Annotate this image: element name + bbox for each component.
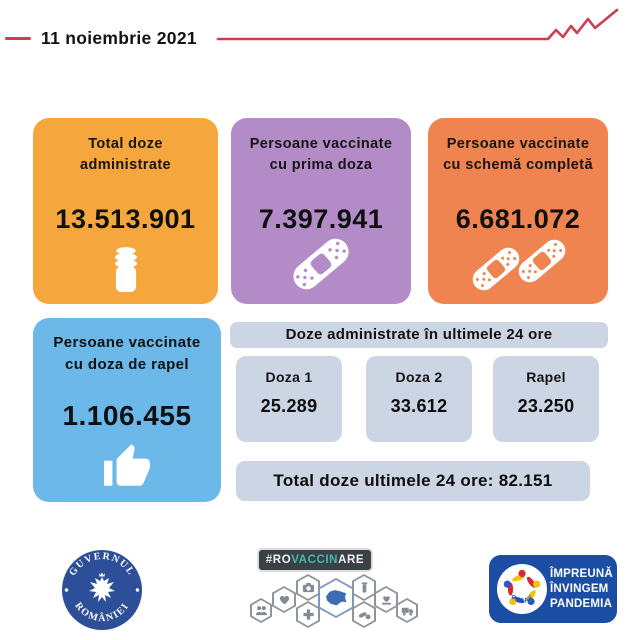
first-dose-value: 7.397.941 xyxy=(258,204,384,234)
card-full-scheme: Persoane vaccinate cu schemă completă 6.… xyxy=(428,118,608,304)
svg-text:CNCAV: CNCAV xyxy=(509,594,534,605)
dose1-value: 25.289 xyxy=(260,396,318,416)
cncav-logo: CNCAV xyxy=(489,555,617,623)
people-icon xyxy=(250,598,272,623)
pills-icon xyxy=(352,601,376,628)
booster-value: 1.106.455 xyxy=(62,400,192,431)
rovaccinare-badge: #RO VACCIN ARE xyxy=(257,548,373,572)
truck-icon xyxy=(396,598,418,623)
card-title-line1: Total doze xyxy=(88,136,163,152)
care-hands-icon xyxy=(374,586,398,613)
small-vial-icon xyxy=(352,574,376,601)
card-booster-dose: Persoane vaccinate cu doza de rapel 1.10… xyxy=(33,318,221,502)
report-date: 11 noiembrie 2021 xyxy=(41,28,197,48)
total-doses-value: 13.513.901 xyxy=(55,204,196,234)
total-24h-bar: Total doze ultimele 24 ore: 82.151 xyxy=(236,461,590,501)
rovaccinare-highlight: VACCIN xyxy=(291,554,339,566)
booster-24h-card: Rapel 23.250 xyxy=(493,356,599,442)
thumbs-up-icon xyxy=(33,442,221,492)
last-24h-title: Doze administrate în ultimele 24 ore xyxy=(230,322,608,348)
booster-label: Rapel xyxy=(526,369,566,385)
vial-icon xyxy=(33,244,218,296)
dose2-24h-card: Doza 2 33.612 xyxy=(366,356,472,442)
card-title-line2: cu schemă completă xyxy=(443,157,593,174)
card-title-line2: administrate xyxy=(79,157,172,174)
card-total-doses: Total doze administrate 13.513.901 xyxy=(33,118,218,304)
full-scheme-value: 6.681.072 xyxy=(455,204,581,234)
card-title-line1: Persoane vaccinate xyxy=(446,136,590,152)
heart-icon xyxy=(272,586,296,613)
card-title-line1: Persoane vaccinate xyxy=(249,136,393,152)
cncav-slogan-line2: ÎNVINGEM xyxy=(550,582,609,595)
card-first-dose: Persoane vaccinate cu prima doza 7.397.9… xyxy=(231,118,411,304)
date-dash-line xyxy=(5,37,31,40)
cncav-seal-text: CNCAV xyxy=(509,594,533,605)
dose2-value: 33.612 xyxy=(390,396,448,416)
card-title: Persoane vaccinate cu prima doza xyxy=(237,134,405,176)
card-title-line2: cu prima doza xyxy=(269,157,373,174)
double-bandage-icon xyxy=(428,230,608,296)
card-title-line2: cu doza de rapel xyxy=(65,355,189,373)
camera-icon xyxy=(296,574,320,601)
trend-line-icon xyxy=(216,8,619,41)
card-title-line1: Persoane vaccinate xyxy=(53,334,201,351)
bandage-icon xyxy=(231,232,411,296)
cncav-slogan-line1: ÎMPREUNĂ xyxy=(550,568,613,580)
card-title: Total doze administrate xyxy=(39,134,212,176)
cncav-slogan: ÎMPREUNĂ ÎNVINGEM PANDEMIA xyxy=(550,567,616,612)
card-title: Persoane vaccinate cu doza de rapel xyxy=(39,332,215,376)
rovaccinare-prefix: #RO xyxy=(265,554,292,566)
dose2-label: Doza 2 xyxy=(395,369,443,385)
dose1-24h-card: Doza 1 25.289 xyxy=(236,356,342,442)
cncav-slogan-line3: PANDEMIA xyxy=(550,597,613,610)
eagle-emblem-icon xyxy=(89,572,115,602)
cncav-seal-icon: CNCAV xyxy=(497,564,547,614)
romania-map-icon xyxy=(318,578,354,618)
dose1-label: Doza 1 xyxy=(265,369,313,385)
medical-cross-icon xyxy=(296,601,320,628)
government-of-romania-logo: GUVERNUL ROMÂNIEI xyxy=(62,550,142,630)
rovaccinare-suffix: ARE xyxy=(338,554,365,566)
card-title: Persoane vaccinate cu schemă completă xyxy=(434,134,602,176)
booster-value-24h: 23.250 xyxy=(517,396,575,416)
